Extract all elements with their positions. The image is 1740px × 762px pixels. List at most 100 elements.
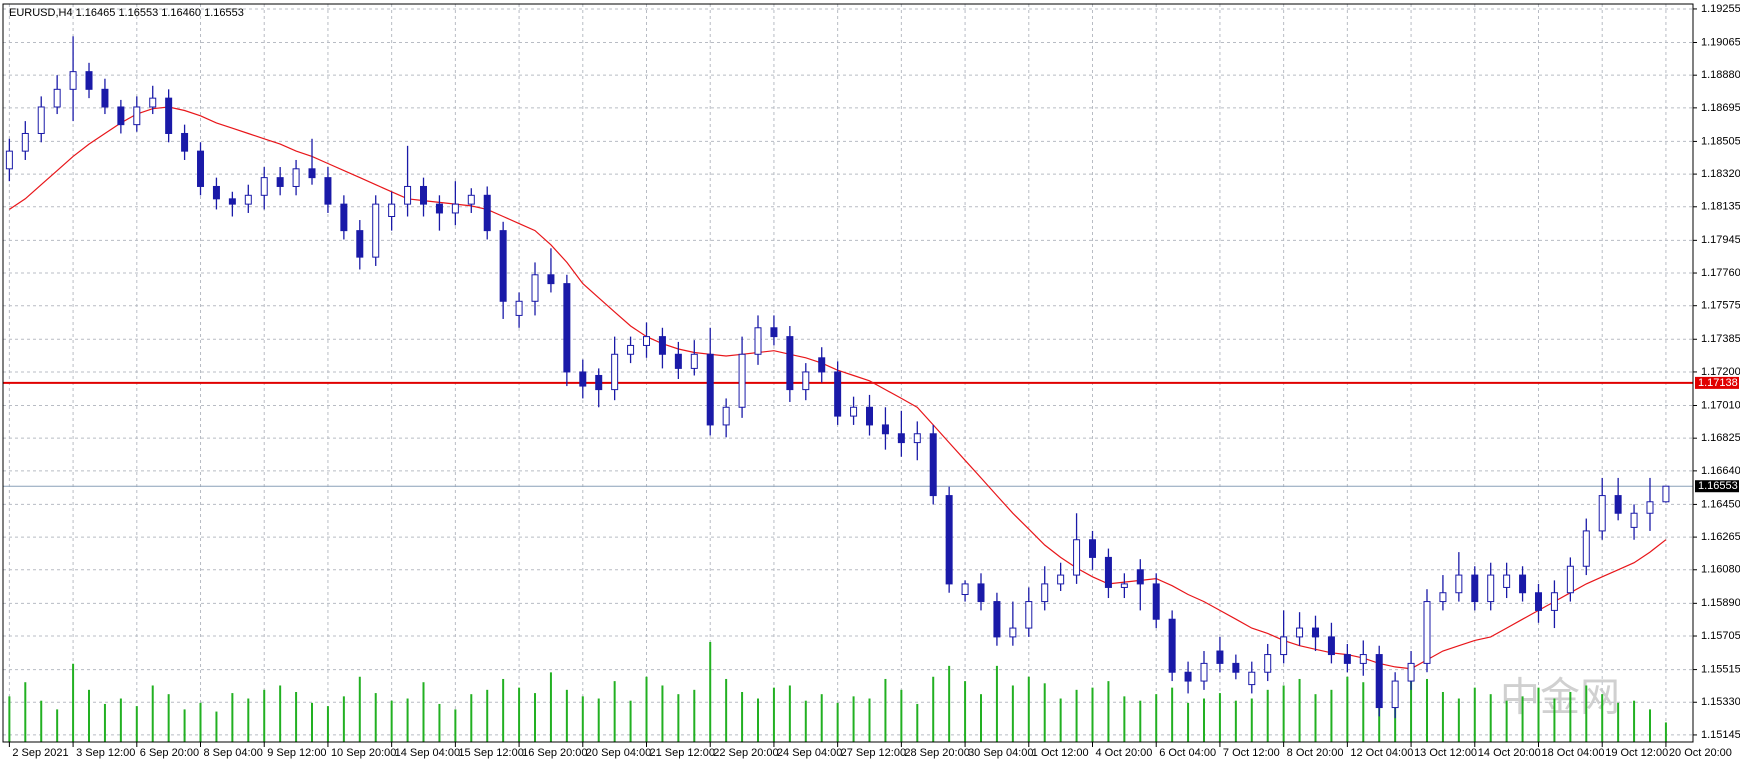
y-tick-label: 1.19255 [1701,3,1740,15]
y-tick-label: 1.19065 [1701,36,1740,48]
candle-body [881,424,889,435]
y-tick-label: 1.16080 [1701,564,1740,576]
candle-body [786,336,794,391]
candle-body [1248,671,1256,686]
candle-body [1232,662,1240,673]
candle-body [1152,583,1160,620]
candle-body [1089,539,1097,558]
x-tick-label: 3 Sep 12:00 [76,747,135,759]
candle-body [117,106,125,126]
candle-body [1662,485,1670,503]
candle-body [961,583,969,596]
y-tick-label: 1.17200 [1701,366,1740,378]
candle-body [1471,574,1479,603]
y-tick-label: 1.16450 [1701,498,1740,510]
candle-body [1057,574,1065,585]
candle-body [1582,530,1590,567]
candle-body [85,71,93,90]
y-tick-label: 1.17575 [1701,300,1740,312]
candle-body [515,300,523,316]
candle-body [1311,627,1319,638]
candle-body [1280,636,1288,656]
y-tick-label: 1.16265 [1701,531,1740,543]
y-tick-label: 1.18320 [1701,168,1740,180]
y-tick-label: 1.18695 [1701,102,1740,114]
x-tick-label: 20 Sep 04:00 [586,747,651,759]
x-tick-label: 22 Sep 20:00 [713,747,778,759]
candle-body [483,194,491,232]
candle-body [563,283,571,373]
x-tick-label: 30 Sep 04:00 [968,747,1033,759]
x-tick-label: 14 Sep 04:00 [395,747,460,759]
x-tick-label: 14 Oct 20:00 [1478,747,1541,759]
x-tick-label: 15 Sep 12:00 [458,747,523,759]
candle-body [260,177,268,196]
candle-body [993,601,1001,638]
candle-body [37,106,45,134]
candle-body [1407,662,1415,682]
x-tick-label: 9 Sep 12:00 [267,747,326,759]
candle-body [595,374,603,391]
candle-body [372,203,380,258]
candle-body [1375,654,1383,709]
candle-body [1630,512,1638,528]
candle-body [674,353,682,369]
y-tick-label: 1.16640 [1701,465,1740,477]
level-box [1695,376,1739,389]
y-tick-label: 1.17385 [1701,333,1740,345]
y-tick-label: 1.16825 [1701,432,1740,444]
candle-body [356,230,364,258]
candle-body [181,132,189,152]
plot-frame [2,3,1694,743]
candle-body [1566,565,1574,594]
candle-body [818,357,826,373]
chart-title: EURUSD,H4 1.16465 1.16553 1.16460 1.1655… [9,7,244,19]
x-tick-label: 18 Oct 04:00 [1541,747,1604,759]
y-tick-label: 1.15330 [1701,696,1740,708]
x-tick-label: 10 Sep 20:00 [331,747,396,759]
candle-body [897,433,905,444]
candle-body [611,353,619,391]
candle-body [658,336,666,355]
candle-body [802,371,810,391]
candle-body [722,406,730,426]
candle-body [499,230,507,302]
candle-body [435,203,443,214]
candle-body [1359,654,1367,664]
candle-body [1519,574,1527,594]
candle-body [866,406,874,426]
candle-body [212,185,220,200]
x-tick-label: 2 Sep 2021 [12,747,68,759]
candle-body [1264,654,1272,673]
candle-body [1073,539,1081,576]
x-tick-label: 1 Oct 12:00 [1032,747,1089,759]
watermark: 中金网 [1500,676,1620,720]
candle-body [1487,574,1495,603]
candle-body [308,168,316,179]
candle-body [1200,662,1208,682]
candle-body [1296,627,1304,638]
candle-body [1009,627,1017,638]
y-tick-label: 1.17010 [1701,399,1740,411]
candle-body [244,194,252,205]
x-tick-label: 19 Oct 12:00 [1605,747,1668,759]
candle-body [467,194,475,205]
y-tick-label: 1.17945 [1701,234,1740,246]
candle-body [388,203,396,217]
candle-body [1503,574,1511,588]
candle-body [133,106,141,126]
y-tick-label: 1.18135 [1701,201,1740,213]
candle-body [292,168,300,187]
candle-body [1391,680,1399,709]
x-tick-label: 16 Sep 20:00 [522,747,587,759]
x-tick-label: 6 Sep 20:00 [140,747,199,759]
candle-body [706,353,714,426]
candle-body [1041,583,1049,603]
y-tick-label: 1.15705 [1701,630,1740,642]
candle-body [165,97,173,134]
candle-body [53,88,61,108]
candle-body [404,185,412,205]
y-tick-label: 1.15145 [1701,729,1740,741]
candle-body [340,203,348,232]
